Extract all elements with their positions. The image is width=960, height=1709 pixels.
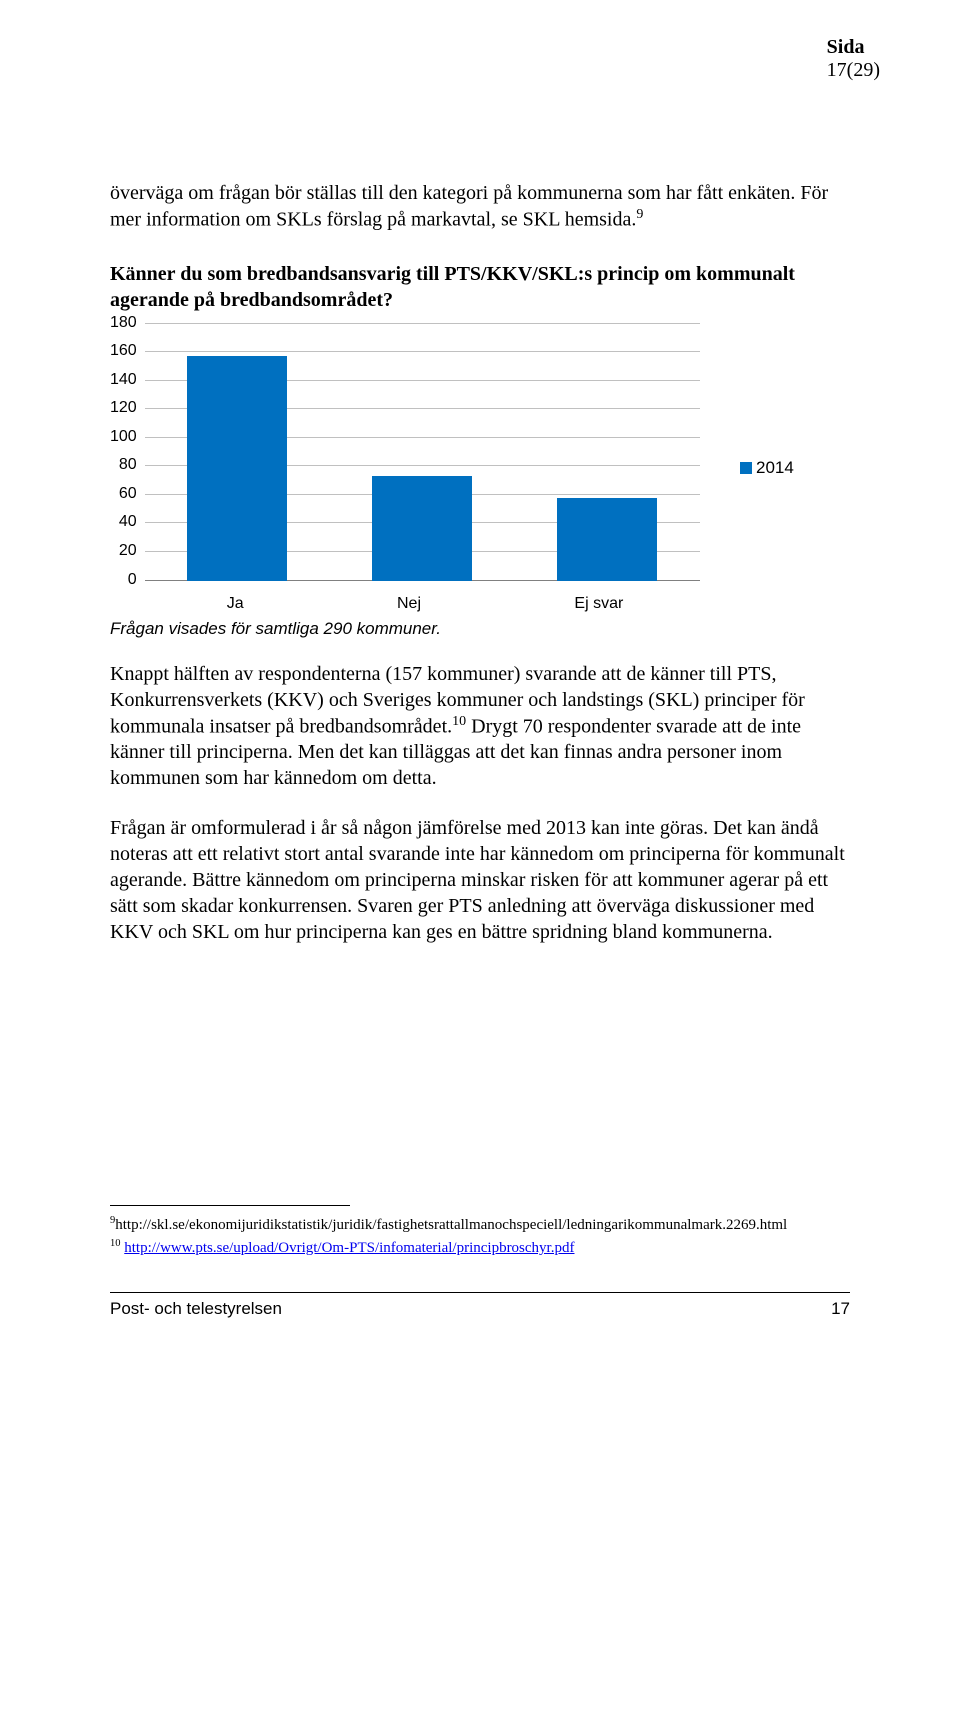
x-tick-label: Nej [397, 595, 421, 613]
chart-x-axis: Ja Nej Ej svar [150, 595, 700, 613]
footer-right: 17 [831, 1299, 850, 1319]
footnote-ref-9: 9 [636, 207, 643, 222]
chart-caption: Frågan visades för samtliga 290 kommuner… [110, 619, 850, 639]
chart-bars [145, 323, 700, 581]
footnote-10-link[interactable]: http://www.pts.se/upload/Ovrigt/Om-PTS/i… [124, 1240, 574, 1256]
footer-separator [110, 1292, 850, 1293]
footer-left: Post- och telestyrelsen [110, 1299, 282, 1319]
chart-plot-area [145, 323, 700, 581]
x-tick-label: Ja [227, 595, 244, 613]
y-tick-label: 140 [110, 371, 137, 389]
intro-text: överväga om frågan bör ställas till den … [110, 182, 828, 231]
y-tick-label: 20 [119, 542, 137, 560]
page-footer: Post- och telestyrelsen 17 [110, 1299, 850, 1319]
y-tick-label: 180 [110, 314, 137, 332]
chart-y-axis: 180 160 140 120 100 80 60 40 20 0 [110, 314, 145, 589]
chart-bar [372, 476, 472, 581]
body-paragraph-2: Frågan är omformulerad i år så någon jäm… [110, 815, 850, 945]
legend-swatch-icon [740, 462, 752, 474]
y-tick-label: 60 [119, 485, 137, 503]
y-tick-label: 0 [128, 571, 137, 589]
body-paragraph-1: Knappt hälften av respondenterna (157 ko… [110, 661, 850, 792]
y-tick-label: 120 [110, 399, 137, 417]
chart-bar [557, 498, 657, 581]
question-heading: Känner du som bredbandsansvarig till PTS… [110, 261, 850, 313]
y-tick-label: 100 [110, 428, 137, 446]
intro-paragraph: överväga om frågan bör ställas till den … [110, 180, 850, 233]
footnote-9: 9http://skl.se/ekonomijuridikstatistik/j… [110, 1214, 850, 1235]
legend-label: 2014 [756, 458, 794, 478]
chart-legend: 2014 [740, 458, 794, 478]
bar-chart: 180160140120100806040200 JaNejEj svar 20… [110, 323, 850, 613]
footnote-10: 10 http://www.pts.se/upload/Ovrigt/Om-PT… [110, 1237, 850, 1258]
footnote-ref-10: 10 [452, 714, 466, 729]
y-tick-label: 160 [110, 342, 137, 360]
chart-bar [187, 356, 287, 581]
header-sida-label: Sida [827, 36, 880, 59]
y-tick-label: 40 [119, 513, 137, 531]
page-header: Sida 17(29) [827, 36, 880, 82]
footnote-10-num: 10 [110, 1238, 121, 1249]
y-tick-label: 80 [119, 456, 137, 474]
header-page-number: 17(29) [827, 59, 880, 82]
footnote-9-text: http://skl.se/ekonomijuridikstatistik/ju… [115, 1217, 787, 1233]
footnotes-separator [110, 1205, 350, 1206]
x-tick-label: Ej svar [574, 595, 623, 613]
